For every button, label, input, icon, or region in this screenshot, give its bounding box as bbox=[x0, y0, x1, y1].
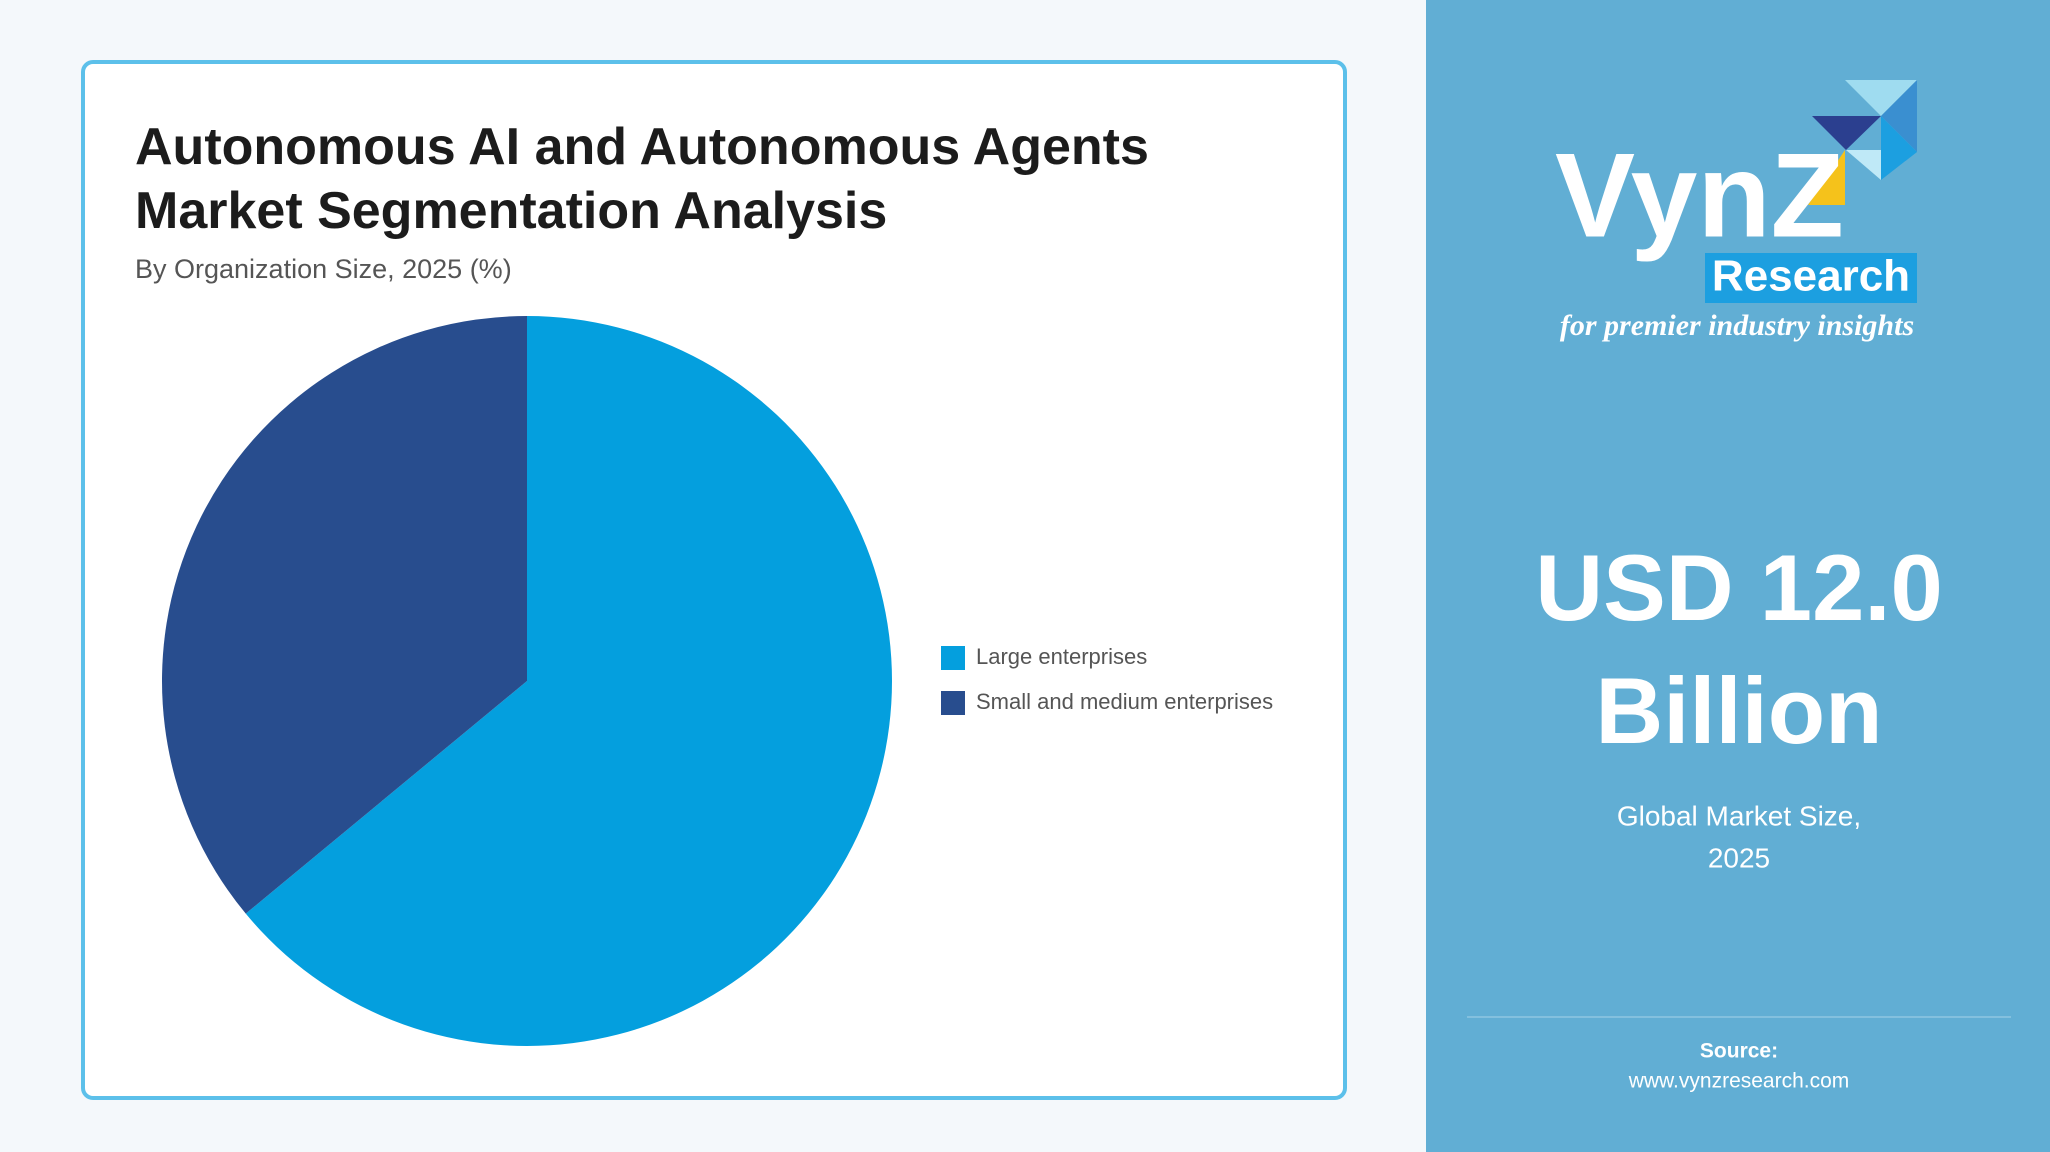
chart-title: Autonomous AI and Autonomous Agents Marke… bbox=[135, 118, 1149, 240]
chart-subtitle: By Organization Size, 2025 (%) bbox=[135, 254, 512, 284]
logo-brand: VynZ bbox=[1555, 129, 1844, 263]
source-url: www.vynzresearch.com bbox=[1628, 1070, 1850, 1093]
logo-badge: Research bbox=[1712, 252, 1910, 301]
caption: Global Market Size, bbox=[1617, 800, 1861, 831]
legend-label: Large enterprises bbox=[976, 644, 1147, 669]
source-label: Source: bbox=[1700, 1040, 1778, 1063]
sidebar bbox=[1426, 0, 2050, 1152]
headline: Billion bbox=[1595, 658, 1882, 763]
headline: USD 12.0 bbox=[1535, 535, 1943, 640]
legend-swatch bbox=[941, 691, 965, 715]
logo-tagline: for premier industry insights bbox=[1560, 309, 1914, 342]
legend-label: Small and medium enterprises bbox=[976, 689, 1273, 714]
logo-badge-bg bbox=[1705, 253, 1917, 303]
pie-slice bbox=[162, 316, 527, 914]
caption: 2025 bbox=[1708, 842, 1770, 873]
legend-swatch bbox=[941, 646, 965, 670]
pie-slice bbox=[245, 316, 893, 1046]
logo-mark bbox=[1808, 80, 1917, 205]
